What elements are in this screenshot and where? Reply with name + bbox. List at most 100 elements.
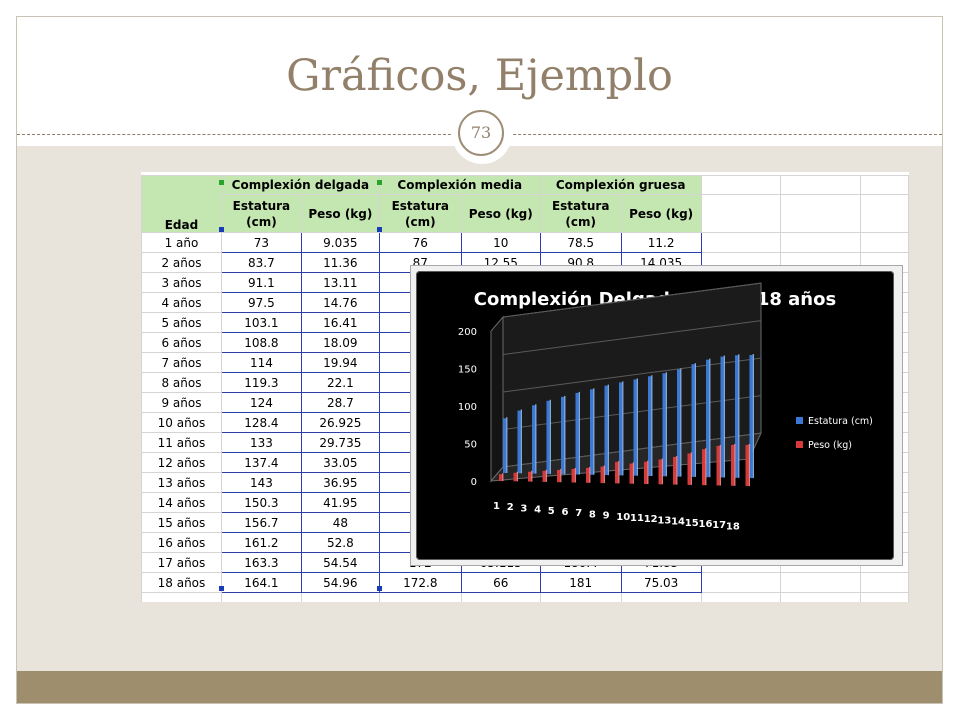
bar-side <box>575 468 576 483</box>
selection-handle[interactable] <box>219 180 224 185</box>
table-cell[interactable]: 54.96 <box>301 573 379 593</box>
table-cell[interactable]: 2 años <box>142 253 222 273</box>
table-cell[interactable]: 137.4 <box>221 453 301 473</box>
table-cell[interactable]: 9 años <box>142 393 222 413</box>
table-cell[interactable] <box>701 233 781 253</box>
table-cell[interactable]: 48 <box>301 513 379 533</box>
bar-side <box>695 363 696 477</box>
table-cell[interactable]: 10 <box>461 233 540 253</box>
x-tick-label: 8 <box>589 509 596 520</box>
table-cell[interactable] <box>701 195 781 233</box>
table-cell[interactable]: 16 años <box>142 533 222 553</box>
table-cell[interactable]: 78.5 <box>540 233 621 253</box>
table-cell[interactable]: 19.94 <box>301 353 379 373</box>
table-cell[interactable] <box>221 593 301 603</box>
chart[interactable]: Complexión Delgada de 1 a 18 años2001501… <box>416 271 894 560</box>
table-cell[interactable]: 164.1 <box>221 573 301 593</box>
table-cell[interactable]: 73 <box>221 233 301 253</box>
table-cell[interactable] <box>781 573 861 593</box>
table-cell[interactable]: 11.36 <box>301 253 379 273</box>
table-cell[interactable]: 11 años <box>142 433 222 453</box>
table-cell[interactable]: 3 años <box>142 273 222 293</box>
table-cell[interactable] <box>781 593 861 603</box>
table-cell[interactable]: 29.735 <box>301 433 379 453</box>
table-cell[interactable] <box>701 573 781 593</box>
table-cell[interactable]: 33.05 <box>301 453 379 473</box>
selection-handle[interactable] <box>377 227 382 232</box>
table-cell[interactable]: 18 años <box>142 573 222 593</box>
table-cell[interactable]: 114 <box>221 353 301 373</box>
table-cell[interactable]: 8 años <box>142 373 222 393</box>
table-cell[interactable] <box>861 195 909 233</box>
table-cell[interactable]: 5 años <box>142 313 222 333</box>
footer-bar <box>17 671 942 703</box>
table-cell[interactable]: 28.7 <box>301 393 379 413</box>
table-cell[interactable]: 83.7 <box>221 253 301 273</box>
table-cell[interactable] <box>861 593 909 603</box>
table-cell[interactable]: 156.7 <box>221 513 301 533</box>
table-cell[interactable] <box>142 593 222 603</box>
table-cell[interactable] <box>301 593 379 603</box>
table-cell[interactable]: 76 <box>379 233 461 253</box>
table-cell[interactable]: 143 <box>221 473 301 493</box>
table-cell[interactable]: 12 años <box>142 453 222 473</box>
table-cell[interactable] <box>781 195 861 233</box>
table-cell[interactable]: 13.11 <box>301 273 379 293</box>
table-cell[interactable] <box>701 593 781 603</box>
table-cell[interactable]: 13 años <box>142 473 222 493</box>
table-cell[interactable]: 91.1 <box>221 273 301 293</box>
table-cell[interactable] <box>861 176 909 195</box>
table-cell[interactable]: 103.1 <box>221 313 301 333</box>
selection-handle[interactable] <box>219 227 224 232</box>
table-cell[interactable]: 97.5 <box>221 293 301 313</box>
table-cell[interactable]: 41.95 <box>301 493 379 513</box>
bar-peso <box>673 457 676 485</box>
table-cell[interactable]: 172.8 <box>379 573 461 593</box>
table-cell[interactable] <box>861 233 909 253</box>
table-cell[interactable]: 150.3 <box>221 493 301 513</box>
table-cell[interactable] <box>781 176 861 195</box>
table-cell[interactable]: 119.3 <box>221 373 301 393</box>
table-cell[interactable]: 128.4 <box>221 413 301 433</box>
x-tick-label: 14 <box>671 517 685 528</box>
table-cell[interactable]: 10 años <box>142 413 222 433</box>
table-cell[interactable]: 9.035 <box>301 233 379 253</box>
table-cell[interactable]: 4 años <box>142 293 222 313</box>
selection-handle[interactable] <box>377 586 382 591</box>
table-cell[interactable]: 22.1 <box>301 373 379 393</box>
selection-handle[interactable] <box>219 586 224 591</box>
table-cell[interactable]: 15 años <box>142 513 222 533</box>
table-cell[interactable]: 17 años <box>142 553 222 573</box>
table-cell[interactable]: 18.09 <box>301 333 379 353</box>
table-cell[interactable]: 14 años <box>142 493 222 513</box>
table-cell[interactable] <box>461 593 540 603</box>
table-cell[interactable]: 14.76 <box>301 293 379 313</box>
bar-peso <box>644 462 647 484</box>
table-cell[interactable]: 108.8 <box>221 333 301 353</box>
table-cell[interactable]: 52.8 <box>301 533 379 553</box>
table-cell[interactable]: 1 año <box>142 233 222 253</box>
table-cell[interactable]: 133 <box>221 433 301 453</box>
table-cell[interactable]: 7 años <box>142 353 222 373</box>
bar-estatura <box>692 364 695 477</box>
table-cell[interactable]: 66 <box>461 573 540 593</box>
table-cell[interactable]: 36.95 <box>301 473 379 493</box>
table-cell[interactable] <box>540 593 621 603</box>
table-cell[interactable] <box>379 593 461 603</box>
table-cell[interactable]: 124 <box>221 393 301 413</box>
table-cell[interactable]: 161.2 <box>221 533 301 553</box>
table-cell[interactable]: 26.925 <box>301 413 379 433</box>
table-cell[interactable] <box>861 573 909 593</box>
bar-peso <box>557 470 560 482</box>
table-cell[interactable]: 163.3 <box>221 553 301 573</box>
table-cell[interactable]: 16.41 <box>301 313 379 333</box>
table-cell[interactable]: 54.54 <box>301 553 379 573</box>
table-cell[interactable] <box>701 176 781 195</box>
selection-handle[interactable] <box>377 180 382 185</box>
table-cell[interactable]: 6 años <box>142 333 222 353</box>
table-cell[interactable]: 11.2 <box>621 233 701 253</box>
table-cell[interactable] <box>621 593 701 603</box>
table-cell[interactable]: 181 <box>540 573 621 593</box>
table-cell[interactable] <box>781 233 861 253</box>
table-cell[interactable]: 75.03 <box>621 573 701 593</box>
